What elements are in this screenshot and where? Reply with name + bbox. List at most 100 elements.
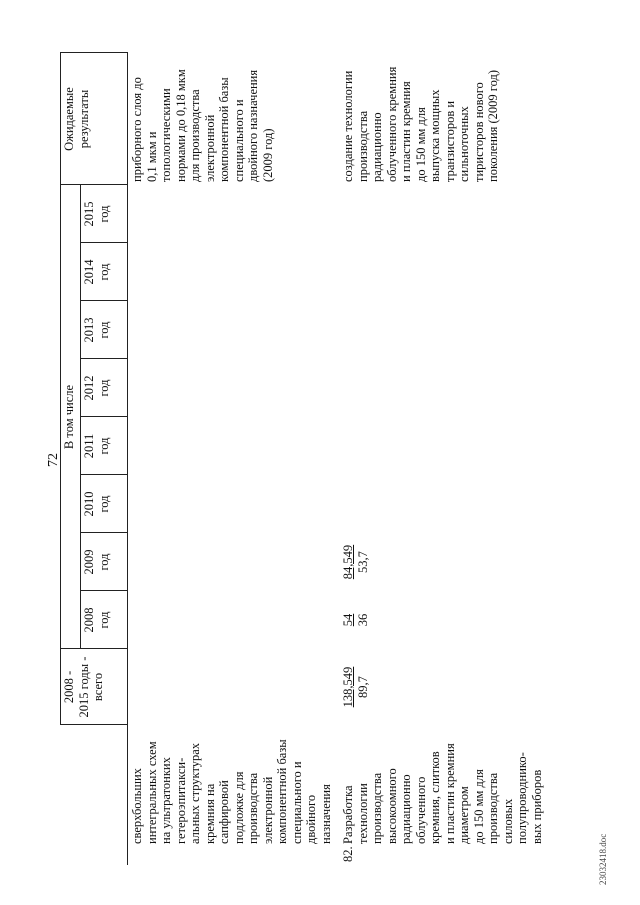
description-line: кремния, слитков [428, 751, 442, 844]
results-line: 0,1 мкм и [144, 131, 159, 182]
results-line: тиристоров нового [471, 82, 486, 182]
header-cell: 2009 год [80, 533, 128, 591]
results-line: двойного назначения [246, 69, 260, 182]
description-line: производства [370, 772, 384, 844]
table-row: сверхбольших интегральных схем на ультрато… [128, 53, 336, 865]
value: 84,549 [341, 544, 355, 580]
description-line: на ультратонких [159, 757, 173, 844]
description-line: до 150 мм для [471, 769, 486, 844]
results-cell: создание технологии производства радиацион… [335, 53, 546, 185]
description-line: интегральных схем [144, 741, 159, 844]
description-line: подложке для [231, 771, 246, 844]
description-line: специального и [289, 761, 304, 844]
description-cell: 82. Разработка технологии производства высок… [335, 725, 546, 865]
results-line: топологическими [159, 88, 173, 182]
description-line: технологии [355, 783, 370, 844]
header-cell: 2008 год [80, 591, 128, 649]
header-cell: 2014 год [80, 243, 128, 301]
results-line: электронной [202, 114, 217, 182]
header-text: всего [91, 672, 105, 702]
header-cell: 2012 год [80, 359, 128, 417]
value: 138,549 [341, 666, 355, 708]
description: сверхбольших интегральных схем на ультрато… [130, 739, 333, 844]
description-cell: сверхбольших интегральных схем на ультрато… [128, 725, 336, 865]
results-line: (2009 год) [260, 128, 275, 182]
header-text: год [96, 611, 111, 629]
header-text: год [96, 205, 111, 223]
header-text: 2010 [82, 491, 96, 517]
header-text: год [96, 263, 111, 281]
value-cell [335, 301, 546, 359]
header-text: 2012 [82, 375, 96, 401]
header-text: год [96, 437, 111, 455]
value: 53,7 [355, 551, 370, 573]
value: 89,7 [355, 676, 370, 698]
row-number: 82. [341, 846, 355, 862]
value-cell [335, 417, 546, 475]
value-cell [335, 185, 546, 243]
header-cell: В том числе [60, 185, 81, 649]
description-line: полупроводнико- [515, 752, 529, 844]
header-text: год [96, 379, 111, 397]
description-line: облученного [413, 776, 428, 844]
description-line: вых приборов [529, 769, 544, 844]
results-line: производства [355, 110, 370, 182]
results-line: поколения (2009 год) [486, 69, 500, 182]
header-text: Ожидаемые [62, 87, 76, 151]
results-cell: приборного слоя до 0,1 мкм и топологически… [128, 53, 336, 185]
description-line: высокоомного [384, 768, 399, 844]
description-line: электронной [260, 776, 275, 844]
header-text: 2011 [82, 433, 96, 459]
value: 36 [355, 613, 370, 627]
header-cell: 2013 год [80, 301, 128, 359]
description-line: и пластин кремния [442, 743, 457, 844]
results-line: специального и [231, 99, 246, 182]
value-cell [128, 185, 336, 243]
table: 2008 -2015 годы - всего В том числе Ожидаем… [60, 53, 546, 865]
results-line: для производства [188, 89, 202, 182]
header-text: год [96, 495, 111, 513]
value-cell [128, 243, 336, 301]
description-line: кремния на [202, 783, 217, 844]
description-line: силовых [500, 798, 515, 844]
results-line: облученного кремния [384, 66, 399, 182]
value-cell: 138,549 89,7 [335, 649, 546, 725]
value-cell [128, 359, 336, 417]
value-cell [128, 417, 336, 475]
header-cell [60, 725, 128, 865]
value-cell [128, 533, 336, 591]
results-line: приборного слоя до [130, 77, 144, 182]
results-line: до 150 мм для [413, 107, 428, 182]
value-cell [335, 359, 546, 417]
results-line: сильноточных [457, 106, 471, 182]
results-line: радиационно [370, 112, 384, 182]
header-text: 2015 годы - [76, 656, 91, 718]
results-line: создание технологии [341, 70, 355, 182]
description-line: двойного [304, 794, 318, 844]
header-text: 2008 [82, 607, 96, 633]
header-cell: 2011 год [80, 417, 128, 475]
header-cell: 2008 -2015 годы - всего [60, 649, 128, 725]
results-line: компонентной базы [217, 77, 231, 182]
header-text: 2014 [82, 259, 96, 285]
value-cell: 84,549 53,7 [335, 533, 546, 591]
header-text: результаты [76, 89, 91, 149]
results-line: нормами до 0,18 мкм [173, 69, 188, 182]
header-text: 2015 [82, 201, 96, 227]
value-cell [128, 301, 336, 359]
header-text: год [96, 321, 111, 339]
header-text: 2009 [82, 549, 96, 575]
header-cell: 2015 год [80, 185, 128, 243]
value-cell [128, 475, 336, 533]
description-line: диаметром [457, 786, 471, 844]
header-text: год [96, 553, 111, 571]
description-line: сапфировой [217, 780, 231, 844]
description-line: радиационно [399, 774, 413, 844]
description-line: компонентной базы [275, 739, 289, 844]
description: Разработка технологии производства высокоом… [341, 743, 544, 844]
description-line: гетероэпитакси- [173, 757, 188, 844]
header-row: 2008 -2015 годы - всего В том числе Ожидаем… [60, 53, 128, 865]
value-cell [335, 475, 546, 533]
header-cell: 2010 год [80, 475, 128, 533]
